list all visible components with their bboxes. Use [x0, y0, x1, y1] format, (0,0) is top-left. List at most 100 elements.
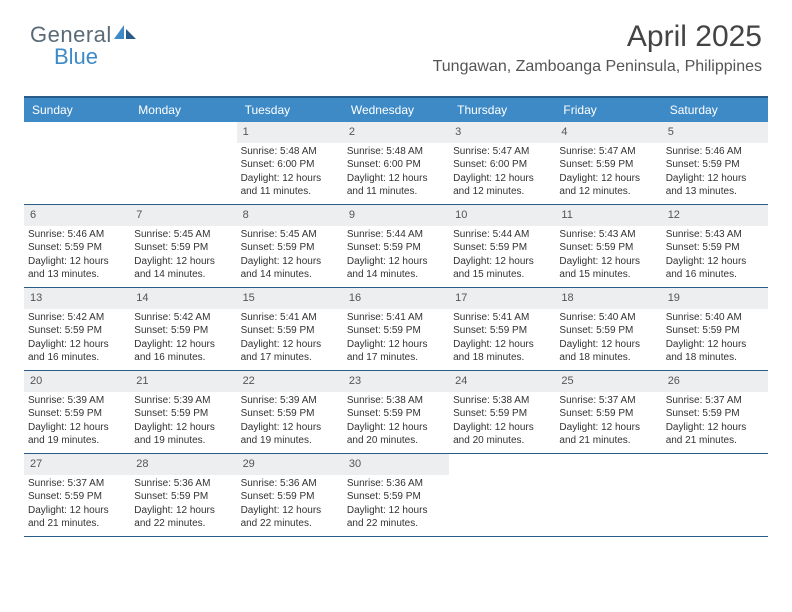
daylight-line: Daylight: 12 hours and 12 minutes. — [559, 172, 657, 199]
day-cell-empty: . — [449, 454, 555, 536]
day-header-row: SundayMondayTuesdayWednesdayThursdayFrid… — [24, 98, 768, 122]
sunrise-line: Sunrise: 5:40 AM — [559, 311, 657, 325]
day-body: Sunrise: 5:36 AMSunset: 5:59 PMDaylight:… — [237, 477, 343, 535]
day-number: 14 — [130, 288, 236, 309]
day-number: 19 — [662, 288, 768, 309]
day-cell-20: 20Sunrise: 5:39 AMSunset: 5:59 PMDayligh… — [24, 371, 130, 453]
sunset-line: Sunset: 5:59 PM — [559, 158, 657, 172]
sunrise-line: Sunrise: 5:42 AM — [28, 311, 126, 325]
day-cell-empty: . — [24, 122, 130, 204]
daylight-line: Daylight: 12 hours and 14 minutes. — [134, 255, 232, 282]
daylight-line: Daylight: 12 hours and 16 minutes. — [28, 338, 126, 365]
day-number: 20 — [24, 371, 130, 392]
day-cell-16: 16Sunrise: 5:41 AMSunset: 5:59 PMDayligh… — [343, 288, 449, 370]
day-cell-17: 17Sunrise: 5:41 AMSunset: 5:59 PMDayligh… — [449, 288, 555, 370]
sail-icon — [114, 23, 136, 44]
day-cell-26: 26Sunrise: 5:37 AMSunset: 5:59 PMDayligh… — [662, 371, 768, 453]
sunrise-line: Sunrise: 5:37 AM — [28, 477, 126, 491]
day-number: 4 — [555, 122, 661, 143]
sunrise-line: Sunrise: 5:42 AM — [134, 311, 232, 325]
sunrise-line: Sunrise: 5:40 AM — [666, 311, 764, 325]
sunset-line: Sunset: 5:59 PM — [134, 324, 232, 338]
logo-word2: Blue — [54, 44, 98, 70]
day-number: 25 — [555, 371, 661, 392]
day-cell-4: 4Sunrise: 5:47 AMSunset: 5:59 PMDaylight… — [555, 122, 661, 204]
day-number: 29 — [237, 454, 343, 475]
day-body: Sunrise: 5:38 AMSunset: 5:59 PMDaylight:… — [449, 394, 555, 452]
daylight-line: Daylight: 12 hours and 16 minutes. — [134, 338, 232, 365]
day-number: 6 — [24, 205, 130, 226]
day-cell-27: 27Sunrise: 5:37 AMSunset: 5:59 PMDayligh… — [24, 454, 130, 536]
day-body: Sunrise: 5:47 AMSunset: 6:00 PMDaylight:… — [449, 145, 555, 203]
sunrise-line: Sunrise: 5:45 AM — [134, 228, 232, 242]
day-body: Sunrise: 5:42 AMSunset: 5:59 PMDaylight:… — [130, 311, 236, 369]
day-cell-19: 19Sunrise: 5:40 AMSunset: 5:59 PMDayligh… — [662, 288, 768, 370]
sunset-line: Sunset: 5:59 PM — [559, 407, 657, 421]
day-body: Sunrise: 5:41 AMSunset: 5:59 PMDaylight:… — [449, 311, 555, 369]
sunrise-line: Sunrise: 5:44 AM — [453, 228, 551, 242]
day-number: 10 — [449, 205, 555, 226]
day-number: 8 — [237, 205, 343, 226]
sunset-line: Sunset: 6:00 PM — [241, 158, 339, 172]
daylight-line: Daylight: 12 hours and 18 minutes. — [453, 338, 551, 365]
sunset-line: Sunset: 5:59 PM — [241, 407, 339, 421]
sunrise-line: Sunrise: 5:38 AM — [453, 394, 551, 408]
day-body: Sunrise: 5:39 AMSunset: 5:59 PMDaylight:… — [130, 394, 236, 452]
day-body: Sunrise: 5:45 AMSunset: 5:59 PMDaylight:… — [130, 228, 236, 286]
day-body: Sunrise: 5:40 AMSunset: 5:59 PMDaylight:… — [662, 311, 768, 369]
day-number: 18 — [555, 288, 661, 309]
sunset-line: Sunset: 5:59 PM — [453, 407, 551, 421]
day-number: 24 — [449, 371, 555, 392]
day-number: 5 — [662, 122, 768, 143]
sunrise-line: Sunrise: 5:37 AM — [666, 394, 764, 408]
day-body: Sunrise: 5:44 AMSunset: 5:59 PMDaylight:… — [343, 228, 449, 286]
week-row: 6Sunrise: 5:46 AMSunset: 5:59 PMDaylight… — [24, 205, 768, 288]
sunset-line: Sunset: 5:59 PM — [134, 490, 232, 504]
daylight-line: Daylight: 12 hours and 11 minutes. — [241, 172, 339, 199]
day-cell-30: 30Sunrise: 5:36 AMSunset: 5:59 PMDayligh… — [343, 454, 449, 536]
sunset-line: Sunset: 5:59 PM — [666, 158, 764, 172]
day-cell-7: 7Sunrise: 5:45 AMSunset: 5:59 PMDaylight… — [130, 205, 236, 287]
day-body: Sunrise: 5:36 AMSunset: 5:59 PMDaylight:… — [130, 477, 236, 535]
day-number: 11 — [555, 205, 661, 226]
day-body: Sunrise: 5:39 AMSunset: 5:59 PMDaylight:… — [24, 394, 130, 452]
sunset-line: Sunset: 6:00 PM — [347, 158, 445, 172]
day-number: 23 — [343, 371, 449, 392]
sunset-line: Sunset: 5:59 PM — [28, 407, 126, 421]
day-number: 17 — [449, 288, 555, 309]
week-row: 20Sunrise: 5:39 AMSunset: 5:59 PMDayligh… — [24, 371, 768, 454]
day-cell-6: 6Sunrise: 5:46 AMSunset: 5:59 PMDaylight… — [24, 205, 130, 287]
page-title: April 2025 — [30, 20, 762, 54]
sunset-line: Sunset: 5:59 PM — [453, 241, 551, 255]
sunset-line: Sunset: 5:59 PM — [666, 324, 764, 338]
day-number: 7 — [130, 205, 236, 226]
sunrise-line: Sunrise: 5:47 AM — [453, 145, 551, 159]
day-header-sunday: Sunday — [24, 98, 130, 122]
day-cell-5: 5Sunrise: 5:46 AMSunset: 5:59 PMDaylight… — [662, 122, 768, 204]
day-body: Sunrise: 5:41 AMSunset: 5:59 PMDaylight:… — [343, 311, 449, 369]
sunrise-line: Sunrise: 5:38 AM — [347, 394, 445, 408]
daylight-line: Daylight: 12 hours and 16 minutes. — [666, 255, 764, 282]
sunset-line: Sunset: 5:59 PM — [28, 490, 126, 504]
sunrise-line: Sunrise: 5:43 AM — [559, 228, 657, 242]
day-cell-2: 2Sunrise: 5:48 AMSunset: 6:00 PMDaylight… — [343, 122, 449, 204]
daylight-line: Daylight: 12 hours and 21 minutes. — [559, 421, 657, 448]
sunset-line: Sunset: 5:59 PM — [453, 324, 551, 338]
calendar-grid: SundayMondayTuesdayWednesdayThursdayFrid… — [24, 96, 768, 537]
day-number: 13 — [24, 288, 130, 309]
daylight-line: Daylight: 12 hours and 22 minutes. — [134, 504, 232, 531]
daylight-line: Daylight: 12 hours and 14 minutes. — [347, 255, 445, 282]
sunrise-line: Sunrise: 5:39 AM — [28, 394, 126, 408]
day-number: 21 — [130, 371, 236, 392]
day-header-thursday: Thursday — [449, 98, 555, 122]
day-number: 28 — [130, 454, 236, 475]
day-cell-28: 28Sunrise: 5:36 AMSunset: 5:59 PMDayligh… — [130, 454, 236, 536]
day-cell-8: 8Sunrise: 5:45 AMSunset: 5:59 PMDaylight… — [237, 205, 343, 287]
sunset-line: Sunset: 5:59 PM — [347, 324, 445, 338]
daylight-line: Daylight: 12 hours and 22 minutes. — [241, 504, 339, 531]
sunset-line: Sunset: 5:59 PM — [347, 241, 445, 255]
sunrise-line: Sunrise: 5:48 AM — [347, 145, 445, 159]
day-body: Sunrise: 5:42 AMSunset: 5:59 PMDaylight:… — [24, 311, 130, 369]
daylight-line: Daylight: 12 hours and 21 minutes. — [28, 504, 126, 531]
week-row: ..1Sunrise: 5:48 AMSunset: 6:00 PMDaylig… — [24, 122, 768, 205]
